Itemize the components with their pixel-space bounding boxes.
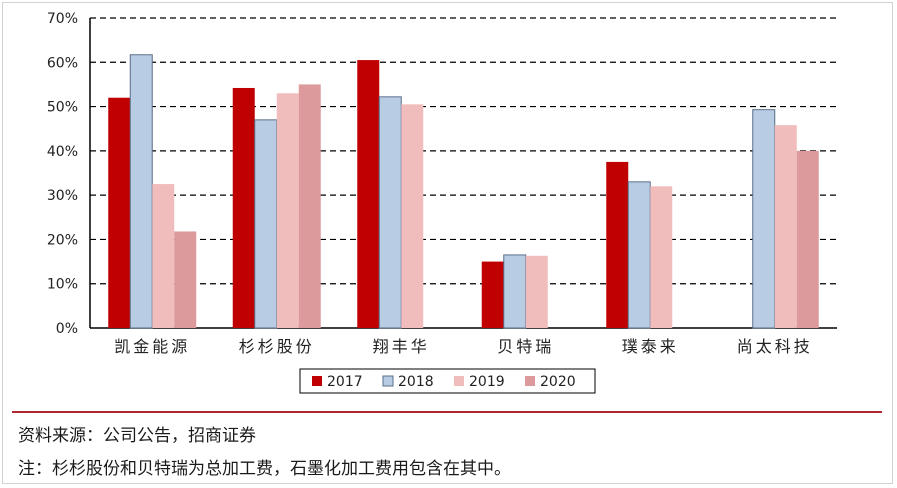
bar-2018-3 — [503, 254, 527, 329]
bar-2018-4 — [627, 181, 651, 329]
bar-2019-0 — [152, 184, 175, 328]
bar-2017-4 — [606, 161, 629, 328]
legend-swatch-2017 — [312, 376, 322, 386]
legend-label-2019: 2019 — [469, 374, 505, 390]
bar-2017-0 — [108, 97, 131, 328]
note-text: 注：杉杉股份和贝特瑞为总加工费，石墨化加工费用包含在其中。 — [18, 459, 511, 479]
x-tick-label: 凯金能源 — [114, 337, 190, 356]
bar-2018-1 — [254, 119, 278, 329]
bar-2020-0 — [174, 231, 197, 328]
y-tick-label: 70% — [47, 11, 78, 27]
y-tick-label: 60% — [47, 55, 78, 71]
bar-2017-2 — [357, 60, 380, 328]
x-tick-label: 贝特瑞 — [497, 337, 554, 356]
legend-label-2020: 2020 — [540, 374, 576, 390]
legend-label-2018: 2018 — [398, 374, 434, 390]
bar-2018-2 — [378, 96, 402, 329]
x-tick-label: 尚太科技 — [737, 337, 813, 356]
bar-2019-4 — [650, 186, 673, 328]
legend-swatch-2020 — [525, 376, 535, 386]
source-text: 资料来源：公司公告，招商证券 — [18, 426, 256, 446]
bar-2020-5 — [796, 150, 819, 328]
x-tick-label: 杉杉股份 — [239, 337, 315, 356]
bar-2020-1 — [298, 84, 321, 328]
bar-2019-5 — [774, 125, 797, 329]
bar-2019-1 — [276, 93, 299, 329]
y-tick-label: 0% — [56, 321, 78, 337]
legend-swatch-2019 — [454, 376, 464, 386]
y-tick-label: 10% — [47, 277, 78, 293]
bar-2019-2 — [401, 104, 424, 328]
legend-box — [299, 368, 596, 394]
bar-2017-1 — [232, 87, 255, 328]
y-tick-label: 30% — [47, 188, 78, 204]
bar-2018-5 — [752, 109, 776, 329]
bar-chart: 0% 10% 20% 30% 40% 50% 60% 70% 凯金能源 杉杉股份 翔丰华 贝特瑞 璞泰来… — [47, 11, 837, 394]
x-tick-label: 翔丰华 — [373, 337, 430, 356]
source-divider — [12, 411, 882, 413]
y-tick-label: 40% — [47, 144, 78, 160]
bar-2019-3 — [525, 255, 548, 328]
x-tick-label: 璞泰来 — [622, 337, 679, 356]
y-tick-label: 50% — [47, 100, 78, 116]
bar-2017-3 — [481, 261, 504, 328]
legend-swatch-2018 — [382, 375, 394, 387]
legend-label-2017: 2017 — [327, 374, 363, 390]
y-tick-label: 20% — [47, 232, 78, 248]
bar-2018-0 — [129, 54, 153, 329]
